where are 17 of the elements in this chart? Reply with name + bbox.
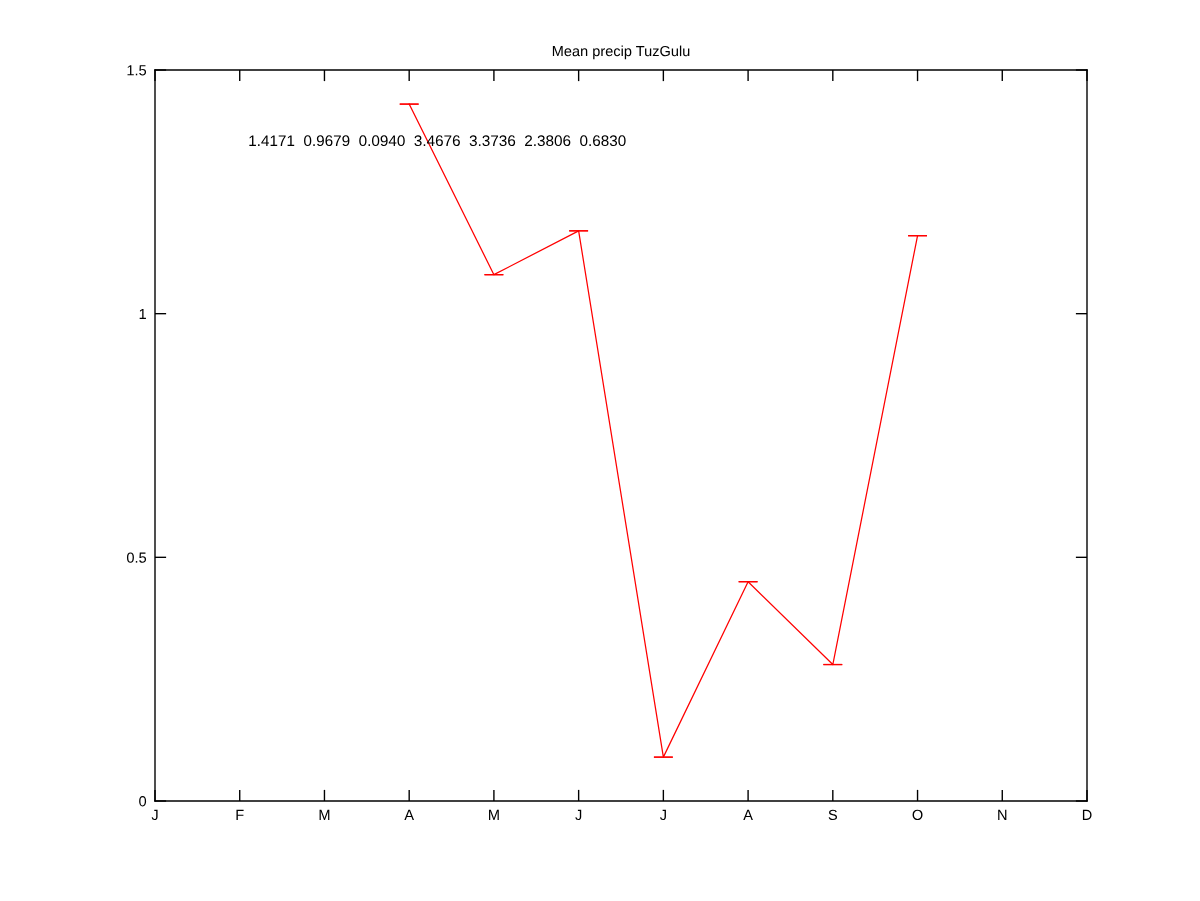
x-tick-label: J	[659, 809, 666, 821]
x-tick-label: N	[998, 809, 1007, 820]
x-tick-label: M	[489, 809, 499, 820]
y-tick-label: 1.5	[127, 65, 147, 76]
y-tick-label: 0.5	[126, 552, 147, 563]
x-tick-label: A	[743, 809, 753, 820]
x-tick-label: A	[404, 809, 415, 820]
y-tick-label: 1	[139, 308, 146, 319]
y-tick-label: 0	[139, 796, 147, 807]
chart-title: Mean precip TuzGulu	[552, 45, 690, 60]
x-tick-label: S	[828, 809, 838, 821]
x-tick-label: D	[1082, 809, 1092, 820]
x-tick-label: M	[319, 809, 330, 820]
x-tick-label: O	[912, 809, 923, 821]
x-tick-label: J	[575, 809, 582, 821]
x-tick-label: J	[151, 809, 158, 821]
x-tick-label: F	[236, 809, 244, 820]
